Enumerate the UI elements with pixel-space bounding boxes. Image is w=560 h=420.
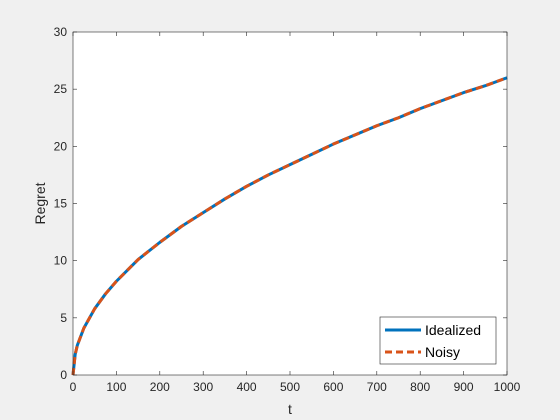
x-tick-label: 500	[280, 380, 300, 394]
x-tick-label: 0	[70, 380, 77, 394]
axes-box	[72, 31, 508, 376]
x-tick-label: 100	[106, 380, 126, 394]
y-tick-label: 5	[60, 311, 67, 325]
y-tick-label: 10	[54, 254, 68, 268]
legend-label-idealized: Idealized	[425, 322, 481, 338]
x-tick-label: 600	[323, 380, 343, 394]
x-axis-label: t	[288, 401, 292, 417]
x-tick-label: 300	[193, 380, 213, 394]
x-tick-label: 800	[410, 380, 430, 394]
series-line-noisy	[71, 76, 508, 376]
legend: Idealized Noisy	[379, 316, 497, 365]
x-tick-label: 1000	[494, 380, 521, 394]
legend-box	[379, 316, 497, 365]
x-tick-label: 700	[367, 380, 387, 394]
x-tick-label: 900	[454, 380, 474, 394]
y-tick-label: 0	[60, 368, 67, 382]
legend-label-noisy: Noisy	[425, 344, 460, 360]
x-tick-label: 400	[237, 380, 257, 394]
y-tick-label: 30	[54, 25, 68, 39]
x-tick-label: 200	[150, 380, 170, 394]
y-tick-label: 20	[54, 139, 68, 153]
series-layer	[71, 76, 508, 376]
y-tick-label: 15	[54, 197, 68, 211]
y-tick-label: 25	[54, 82, 68, 96]
tick-labels-layer: 0 100 200 300 400 500 600 700 800 900 1000 0 5 10 15 20…	[54, 25, 521, 394]
y-axis-label: Regret	[32, 182, 48, 224]
